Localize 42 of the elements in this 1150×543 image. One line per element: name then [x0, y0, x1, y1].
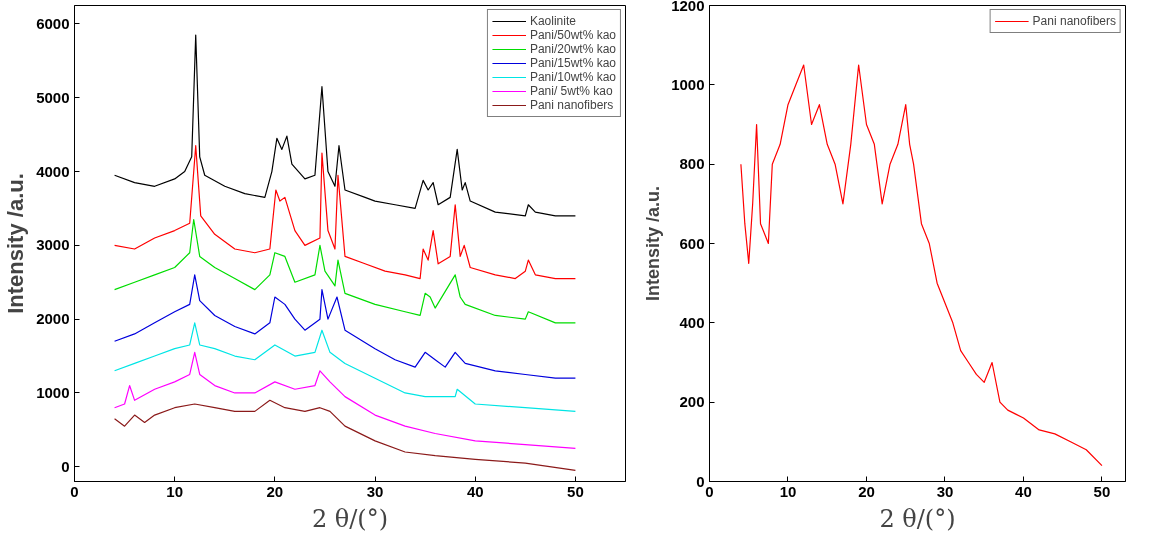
legend-label: Pani nanofibers — [529, 98, 614, 112]
legend-label: Pani/10wt% kao — [529, 70, 616, 84]
x-tick-label: 20 — [266, 482, 284, 500]
x-tick-label: 30 — [366, 482, 384, 500]
y-axis-title: Intensity /a.u. — [3, 173, 29, 314]
x-tick-label: 40 — [466, 482, 484, 500]
legend-label: Pani nanofibers — [1032, 14, 1116, 28]
x-tick-label: 50 — [567, 482, 584, 500]
line-series — [740, 64, 1103, 467]
y-tick-label: 1000 — [36, 383, 70, 401]
y-tick-label: 6000 — [36, 14, 70, 32]
y-tick-label: 600 — [679, 234, 705, 252]
legend-label: Pani/50wt% kao — [529, 28, 616, 42]
legend-label: Pani/20wt% kao — [529, 42, 616, 56]
x-tick-label: 10 — [779, 482, 797, 500]
y-tick-label: 1000 — [671, 75, 705, 93]
legend-label: Pani/ 5wt% kao — [529, 84, 613, 98]
y-tick-label: 200 — [679, 393, 705, 411]
y-tick-label: 3000 — [36, 236, 70, 254]
x-tick-label: 10 — [166, 482, 184, 500]
x-axis-title: 2 θ/(°) — [879, 504, 956, 533]
line-series — [113, 145, 577, 280]
line-series — [113, 399, 577, 472]
x-tick-label: 40 — [1015, 482, 1032, 500]
legend-label: Kaolinite — [529, 14, 576, 28]
y-tick-label: 1200 — [671, 0, 705, 14]
x-axis-title: 2 θ/(°) — [311, 504, 389, 533]
line-series — [113, 351, 577, 449]
y-axis-title: Intensity /a.u. — [643, 185, 664, 302]
line-series — [113, 218, 577, 324]
y-tick-label: 400 — [679, 313, 705, 331]
x-tick-label: 20 — [858, 482, 875, 500]
x-tick-label: 30 — [936, 482, 954, 500]
line-series — [113, 322, 577, 412]
y-tick-label: 5000 — [36, 88, 70, 106]
y-tick-label: 2000 — [36, 310, 70, 328]
x-tick-label: 50 — [1093, 482, 1111, 500]
legend-label: Pani/15wt% kao — [529, 56, 616, 70]
y-tick-label: 4000 — [36, 162, 70, 180]
y-tick-label: 800 — [679, 155, 705, 173]
line-series — [113, 274, 577, 379]
y-tick-label: 0 — [61, 457, 70, 475]
